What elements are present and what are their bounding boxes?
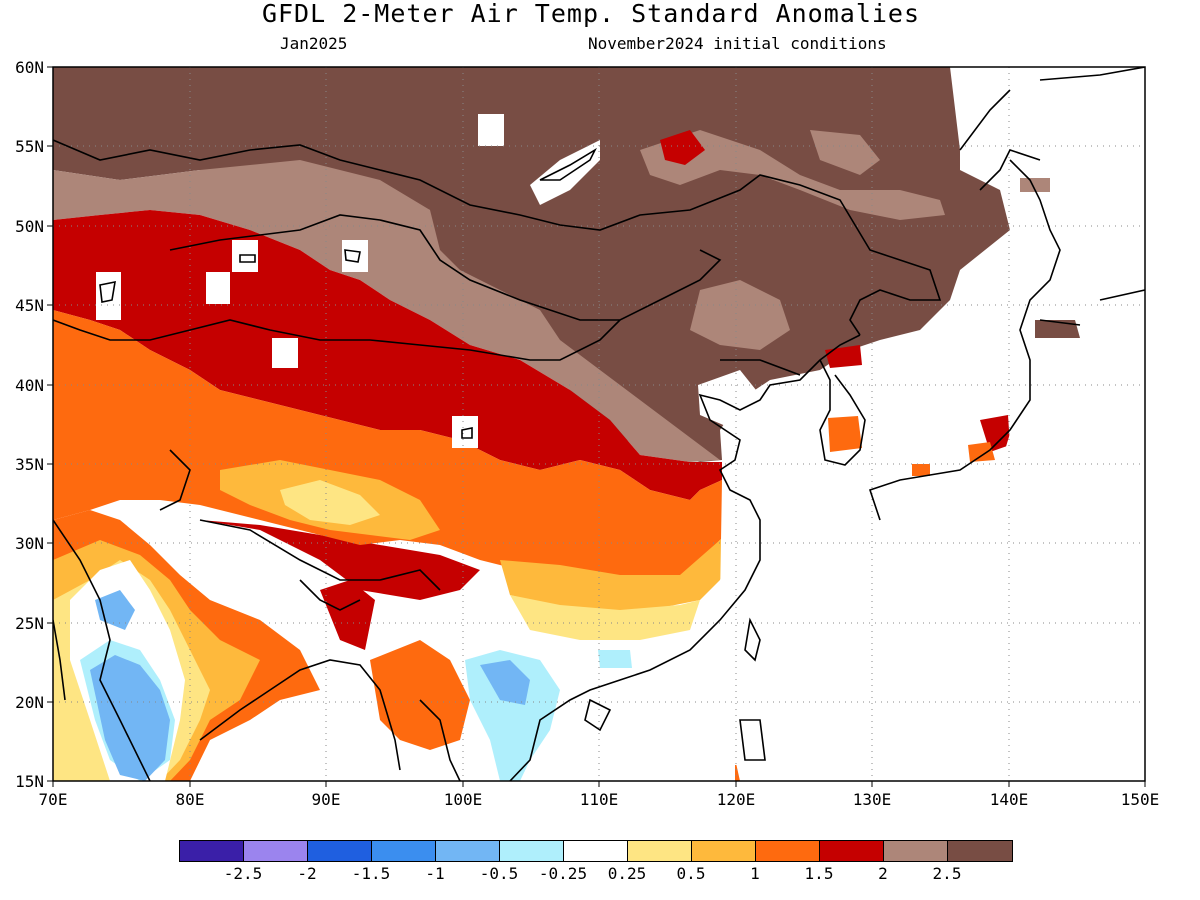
colorbar-swatch	[244, 841, 308, 861]
colorbar-label: 0.5	[676, 864, 706, 883]
colorbar-label: 2.5	[932, 864, 962, 883]
initial-conditions-label: November2024 initial conditions	[588, 34, 887, 53]
lon-label: 90E	[311, 790, 341, 809]
colorbar-label: 1	[750, 864, 760, 883]
lat-label: 40N	[15, 376, 44, 395]
lon-label: 150E	[1120, 790, 1160, 809]
colorbar-label: 1.5	[804, 864, 834, 883]
axis-ticks	[47, 66, 1146, 787]
lon-label: 120E	[716, 790, 756, 809]
forecast-month: Jan2025	[280, 34, 348, 53]
colorbar-swatch	[948, 841, 1012, 861]
anomaly-field	[53, 67, 1145, 781]
colorbar-label: -2.5	[223, 864, 263, 883]
colorbar-label: 0.25	[607, 864, 647, 883]
lat-label: 45N	[15, 296, 44, 315]
colorbar-swatch	[436, 841, 500, 861]
lat-label: 55N	[15, 137, 44, 156]
lon-label: 110E	[579, 790, 619, 809]
lat-label: 20N	[15, 693, 44, 712]
coastlines-borders	[53, 67, 1145, 781]
lat-label: 30N	[15, 534, 44, 553]
colorbar-label: -1.5	[351, 864, 391, 883]
colorbar-swatch	[628, 841, 692, 861]
colorbar-swatch	[372, 841, 436, 861]
lat-label: 60N	[15, 58, 44, 77]
colorbar-label: -0.5	[479, 864, 519, 883]
colorbar-swatch	[692, 841, 756, 861]
map-title: GFDL 2-Meter Air Temp. Standard Anomalie…	[261, 0, 921, 28]
lon-label: 140E	[989, 790, 1029, 809]
lon-label: 100E	[443, 790, 483, 809]
colorbar-swatch	[564, 841, 628, 861]
colorbar-swatch	[180, 841, 244, 861]
lat-label: 50N	[15, 217, 44, 236]
colorbar-label: -0.25	[538, 864, 588, 883]
lon-label: 70E	[38, 790, 68, 809]
colorbar-swatch	[500, 841, 564, 861]
lat-label: 35N	[15, 455, 44, 474]
colorbar-swatch	[308, 841, 372, 861]
colorbar-label: 2	[878, 864, 888, 883]
colorbar-label: -1	[425, 864, 445, 883]
lon-label: 130E	[852, 790, 892, 809]
colorbar-swatch	[756, 841, 820, 861]
colorbar-swatch	[820, 841, 884, 861]
map-gridlines	[53, 67, 1145, 781]
lat-label: 15N	[15, 772, 44, 791]
colorbar	[179, 840, 1013, 862]
lon-label: 80E	[175, 790, 205, 809]
lat-label: 25N	[15, 614, 44, 633]
colorbar-swatch	[884, 841, 948, 861]
colorbar-label: -2	[297, 864, 317, 883]
